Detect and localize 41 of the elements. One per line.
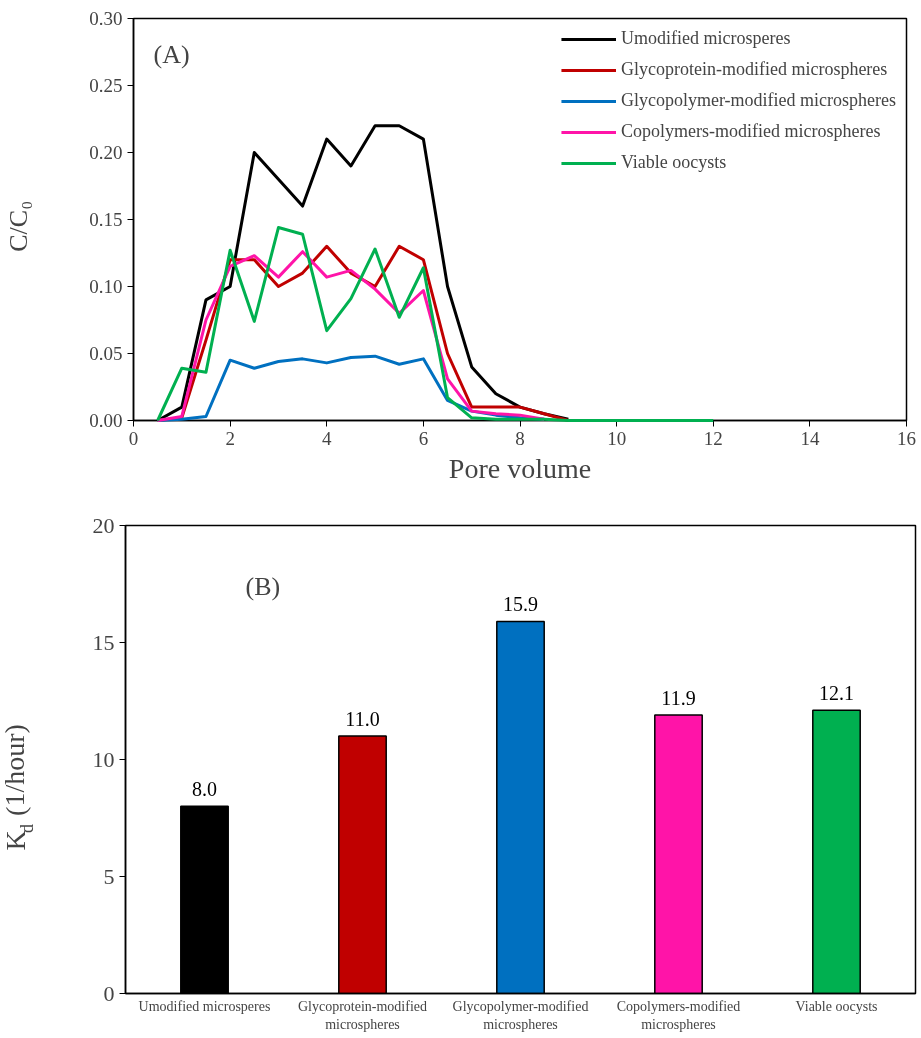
x-tick-label: 10	[607, 427, 627, 449]
legend-label: Glycopolymer-modified microspheres	[620, 90, 896, 111]
x-tick-label: 6	[418, 427, 429, 449]
x-tick-label: Umodified microsperes	[138, 998, 271, 1014]
y-tick-label: 15	[92, 629, 115, 655]
x-tick-label: 14	[800, 427, 820, 449]
y-tick-label: 0.05	[89, 343, 123, 364]
x-tick-label: 16	[897, 427, 916, 449]
x-tick-label: 8	[515, 427, 525, 449]
data-label: 12.1	[819, 682, 854, 705]
legend-label: Glycoprotein-modified microspheres	[620, 59, 888, 80]
legend-label: Umodified microsperes	[620, 28, 791, 49]
y-tick-label: 0.00	[89, 410, 123, 431]
x-tick-label: Glycoprotein-modified microspheres	[297, 998, 428, 1032]
x-axis-title: Pore volume	[448, 452, 592, 484]
y-tick-label: 0.15	[89, 209, 123, 230]
x-tick-label: 12	[703, 427, 723, 449]
data-label: 8.0	[192, 778, 217, 801]
y-tick-label: 0.30	[89, 8, 123, 29]
y-tick-label: 0.10	[89, 276, 123, 297]
y-tick-label: 10	[92, 746, 115, 772]
x-tick-label: 2	[225, 427, 235, 449]
annotation: (A)	[153, 39, 190, 69]
x-tick-label: Glycopolymer-modified microspheres	[452, 998, 589, 1032]
y-tick-label: 20	[92, 512, 115, 538]
x-tick-label: 0	[128, 427, 139, 449]
x-tick-label: Viable oocysts	[795, 998, 878, 1014]
y-axis-title: Kd (1/hour)	[0, 724, 37, 851]
data-label: 11.0	[345, 708, 380, 731]
x-tick-label: Copolymers-modified microspheres	[616, 998, 741, 1032]
x-tick-label: 4	[322, 427, 332, 449]
legend-label: Viable oocysts	[620, 152, 727, 173]
data-label: 15.9	[503, 593, 538, 616]
line-series	[156, 226, 715, 422]
y-tick-label: 0.20	[89, 142, 123, 163]
annotation: (B)	[245, 571, 281, 601]
y-axis-title: C/C₀	[4, 200, 33, 252]
legend-label: Copolymers-modified microspheres	[620, 121, 881, 142]
data-label: 11.9	[661, 687, 696, 710]
y-tick-label: 0.25	[89, 75, 123, 96]
y-tick-label: 5	[103, 863, 115, 889]
